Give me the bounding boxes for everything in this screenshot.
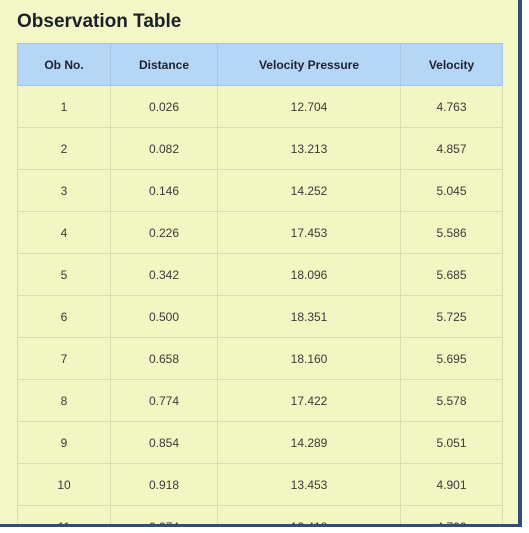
cell-velocity-pressure: 18.096 bbox=[217, 253, 401, 296]
cell-ob-no: 2 bbox=[17, 127, 111, 170]
cell-distance: 0.226 bbox=[110, 211, 218, 254]
table-row: 7 0.658 18.160 5.695 bbox=[17, 337, 503, 380]
cell-velocity-pressure: 12.418 bbox=[217, 505, 401, 524]
table-row: 2 0.082 13.213 4.857 bbox=[17, 127, 503, 170]
cell-ob-no: 3 bbox=[17, 169, 111, 212]
column-header-velocity: Velocity bbox=[400, 43, 503, 86]
cell-distance: 0.342 bbox=[110, 253, 218, 296]
cell-ob-no: 6 bbox=[17, 295, 111, 338]
table-row: 10 0.918 13.453 4.901 bbox=[17, 463, 503, 506]
cell-velocity-pressure: 13.213 bbox=[217, 127, 401, 170]
cell-ob-no: 4 bbox=[17, 211, 111, 254]
cell-velocity: 5.578 bbox=[400, 379, 503, 422]
cell-velocity-pressure: 18.351 bbox=[217, 295, 401, 338]
cell-distance: 0.658 bbox=[110, 337, 218, 380]
observation-panel: Observation Table Ob No. Distance Veloci… bbox=[0, 0, 522, 527]
cell-ob-no: 5 bbox=[17, 253, 111, 296]
column-header-velocity-pressure: Velocity Pressure bbox=[217, 43, 401, 86]
cell-ob-no: 8 bbox=[17, 379, 111, 422]
cell-velocity-pressure: 17.453 bbox=[217, 211, 401, 254]
cell-velocity: 4.709 bbox=[400, 505, 503, 524]
cell-velocity-pressure: 18.160 bbox=[217, 337, 401, 380]
cell-velocity: 4.857 bbox=[400, 127, 503, 170]
cell-velocity-pressure: 14.252 bbox=[217, 169, 401, 212]
cell-velocity: 5.045 bbox=[400, 169, 503, 212]
page-title: Observation Table bbox=[17, 11, 182, 32]
cell-velocity: 5.051 bbox=[400, 421, 503, 464]
table-body: 1 0.026 12.704 4.763 2 0.082 13.213 4.857 3 0.146… bbox=[17, 85, 503, 524]
table-row: 5 0.342 18.096 5.685 bbox=[17, 253, 503, 296]
column-header-ob-no: Ob No. bbox=[17, 43, 111, 86]
table-row: 6 0.500 18.351 5.725 bbox=[17, 295, 503, 338]
cell-ob-no: 11 bbox=[17, 505, 111, 524]
table-row: 11 0.974 12.418 4.709 bbox=[17, 505, 503, 524]
cell-distance: 0.500 bbox=[110, 295, 218, 338]
cell-distance: 0.146 bbox=[110, 169, 218, 212]
table-row: 1 0.026 12.704 4.763 bbox=[17, 85, 503, 128]
cell-velocity: 5.586 bbox=[400, 211, 503, 254]
cell-velocity: 5.685 bbox=[400, 253, 503, 296]
cell-ob-no: 1 bbox=[17, 85, 111, 128]
cell-velocity-pressure: 13.453 bbox=[217, 463, 401, 506]
cell-velocity-pressure: 17.422 bbox=[217, 379, 401, 422]
table-row: 8 0.774 17.422 5.578 bbox=[17, 379, 503, 422]
cell-velocity: 5.695 bbox=[400, 337, 503, 380]
table-row: 3 0.146 14.252 5.045 bbox=[17, 169, 503, 212]
table-header-row: Ob No. Distance Velocity Pressure Veloci… bbox=[17, 43, 503, 86]
cell-velocity: 4.763 bbox=[400, 85, 503, 128]
cell-velocity-pressure: 14.289 bbox=[217, 421, 401, 464]
column-header-distance: Distance bbox=[110, 43, 218, 86]
table-row: 4 0.226 17.453 5.586 bbox=[17, 211, 503, 254]
cell-distance: 0.918 bbox=[110, 463, 218, 506]
cell-velocity-pressure: 12.704 bbox=[217, 85, 401, 128]
cell-ob-no: 9 bbox=[17, 421, 111, 464]
cell-distance: 0.774 bbox=[110, 379, 218, 422]
cell-velocity: 4.901 bbox=[400, 463, 503, 506]
cell-distance: 0.854 bbox=[110, 421, 218, 464]
cell-distance: 0.974 bbox=[110, 505, 218, 524]
table-row: 9 0.854 14.289 5.051 bbox=[17, 421, 503, 464]
cell-ob-no: 10 bbox=[17, 463, 111, 506]
cell-distance: 0.082 bbox=[110, 127, 218, 170]
cell-distance: 0.026 bbox=[110, 85, 218, 128]
cell-ob-no: 7 bbox=[17, 337, 111, 380]
observation-table: Ob No. Distance Velocity Pressure Veloci… bbox=[17, 43, 503, 524]
cell-velocity: 5.725 bbox=[400, 295, 503, 338]
